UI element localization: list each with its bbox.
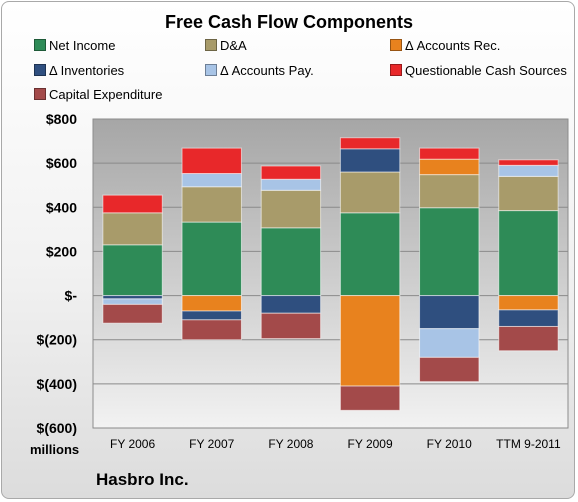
legend-item: Questionable Cash Sources	[390, 62, 567, 78]
bar-segment	[181, 186, 242, 223]
company-label: Hasbro Inc.	[96, 470, 189, 489]
legend-swatch	[34, 88, 46, 100]
x-tick-label: FY 2008	[268, 437, 313, 451]
bar-segment	[181, 173, 242, 188]
bar-segment	[181, 147, 242, 175]
legend-item: Δ Accounts Pay.	[205, 62, 314, 78]
x-tick-label: FY 2007	[189, 437, 234, 451]
bar-segment	[260, 312, 322, 340]
bar-segment	[181, 310, 242, 321]
y-tick-label: $400	[46, 199, 77, 215]
bar-segment	[260, 189, 322, 229]
y-tick-label: $600	[46, 155, 77, 171]
bar-segment	[339, 171, 401, 214]
bar-segment	[181, 221, 242, 297]
bar-segment	[498, 210, 559, 297]
bar-segment	[419, 295, 480, 330]
y-tick-label: $200	[46, 243, 77, 259]
legend-swatch	[34, 64, 46, 76]
legend-item: Capital Expenditure	[34, 86, 162, 102]
bar-segment	[339, 295, 401, 387]
bar-segment	[498, 164, 559, 177]
bar-segment	[339, 137, 401, 150]
x-tick-label: FY 2010	[427, 437, 472, 451]
bar-segment	[339, 212, 401, 297]
bar-segment	[498, 309, 559, 327]
bar-segment	[339, 385, 401, 411]
bar-segment	[260, 165, 322, 180]
bar-segment	[102, 303, 163, 324]
y-tick-label: $(200)	[37, 332, 77, 348]
legend-swatch	[205, 64, 217, 76]
bar-segment	[181, 319, 242, 341]
legend-swatch	[390, 64, 402, 76]
x-tick-label: FY 2006	[110, 437, 155, 451]
legend-label: Capital Expenditure	[49, 86, 163, 102]
y-tick-label: $(600)	[37, 420, 77, 436]
legend-label: Δ Accounts Pay.	[220, 62, 314, 78]
legend-label: D&A	[220, 37, 247, 53]
legend-label: Δ Accounts Rec.	[405, 37, 501, 53]
legend-label: Questionable Cash Sources	[405, 62, 567, 78]
y-tick-label: $(400)	[37, 376, 77, 392]
bar-segment	[260, 178, 322, 191]
bar-segment	[339, 148, 401, 173]
bar-segment	[498, 159, 559, 166]
x-tick-label: TTM 9-2011	[496, 437, 561, 451]
legend-swatch	[205, 39, 217, 51]
x-tick-label: FY 2009	[348, 437, 393, 451]
bar-segment	[102, 212, 163, 246]
chart-title: Free Cash Flow Components	[164, 12, 414, 32]
legend-swatch	[34, 39, 46, 51]
bar-segment	[260, 295, 322, 314]
bar-segment	[419, 207, 480, 297]
legend-swatch	[390, 39, 402, 51]
bar-segment	[102, 298, 163, 305]
y-tick-label: $-	[65, 288, 78, 304]
legend-item: Δ Inventories	[34, 62, 124, 78]
plot-area	[92, 118, 569, 429]
bar-segment	[498, 175, 559, 212]
legend-item: D&A	[205, 37, 247, 53]
bar-segment	[498, 325, 559, 352]
bar-segment	[419, 356, 480, 383]
legend-label: Net Income	[49, 37, 116, 53]
legend-item: Δ Accounts Rec.	[390, 37, 500, 53]
bar-segment	[181, 295, 242, 312]
bar-segment	[260, 227, 322, 297]
bar-segment	[419, 158, 480, 176]
y-tick-label: $800	[46, 111, 77, 127]
bar-segment	[419, 174, 480, 209]
legend-item: Net Income	[34, 37, 115, 53]
bar-segment	[498, 295, 559, 311]
bar-segment	[419, 328, 480, 358]
unit-label: millions	[30, 442, 80, 457]
bar-segment	[419, 147, 480, 160]
legend-label: Δ Inventories	[49, 62, 125, 78]
bar-segment	[102, 244, 163, 297]
bar-segment	[102, 194, 163, 214]
